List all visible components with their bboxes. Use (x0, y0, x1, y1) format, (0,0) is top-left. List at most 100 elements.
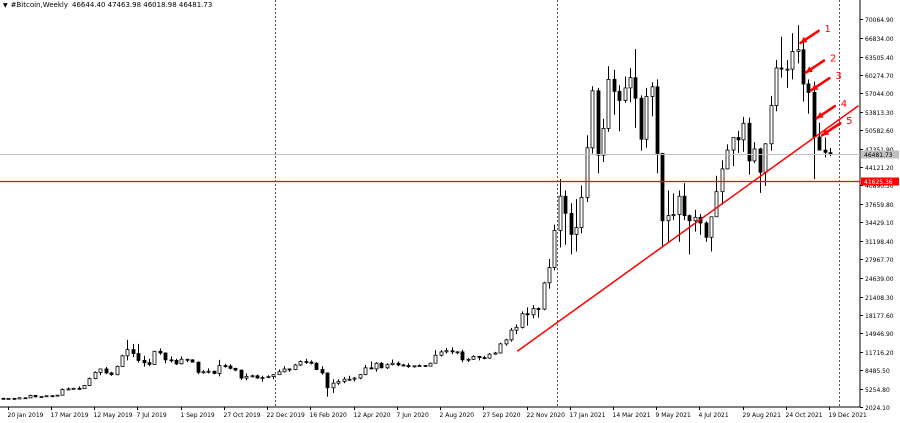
x-tick-label: 7 Jun 2020 (397, 412, 429, 419)
bear-candle (823, 149, 828, 153)
y-tick-label: 8485.50 (865, 368, 890, 375)
bear-candle (779, 67, 784, 70)
y-tick-label: 34429.10 (865, 220, 894, 227)
annotation-label: 4 (841, 99, 847, 110)
bear-candle (655, 86, 660, 154)
bull-candle (644, 96, 649, 140)
x-tick-label: 14 Mar 2021 (613, 412, 651, 419)
bull-candle (574, 227, 579, 235)
bear-candle (196, 361, 201, 373)
bear-candle (817, 136, 822, 151)
bear-candle (812, 92, 817, 138)
bear-candle (33, 395, 38, 398)
bear-candle (406, 365, 411, 368)
bear-candle (104, 368, 109, 374)
y-tick-label: 14946.90 (865, 331, 894, 338)
bull-candle (87, 378, 92, 386)
bull-candle (98, 368, 103, 373)
x-tick-label: 22 Nov 2020 (527, 412, 566, 419)
chart-header: ▼ #Bitcoin,Weekly 46644.40 47463.98 46018.… (3, 1, 212, 9)
y-tick-label: 40890.50 (865, 183, 894, 190)
bull-candle (714, 191, 719, 218)
bear-candle (682, 195, 687, 217)
bull-candle (390, 362, 395, 366)
bear-candle (758, 148, 763, 173)
bull-candle (55, 394, 60, 397)
bear-candle (320, 369, 325, 374)
x-tick-label: 17 Jan 2021 (570, 412, 606, 419)
bear-candle (212, 370, 217, 374)
x-tick-label: 2 Aug 2020 (440, 412, 475, 419)
bear-candle (660, 153, 665, 222)
bull-candle (606, 78, 611, 129)
y-tick-label: 66834.00 (865, 36, 894, 43)
x-tick-label: 12 Apr 2020 (354, 412, 391, 419)
bull-candle (277, 371, 282, 376)
bull-candle (493, 352, 498, 355)
bear-candle (136, 353, 141, 361)
x-tick-label: 1 Sep 2019 (181, 412, 215, 419)
y-tick-label: 31198.40 (865, 239, 894, 246)
bull-candle (374, 362, 379, 370)
bull-candle (790, 51, 795, 70)
bull-candle (693, 216, 698, 222)
bear-candle (223, 365, 228, 367)
x-tick-label: 24 Oct 2021 (786, 412, 823, 419)
bear-candle (304, 361, 309, 363)
bull-candle (725, 149, 730, 170)
bull-candle (601, 128, 606, 156)
trendline[interactable] (516, 104, 859, 352)
bull-candle (298, 361, 303, 366)
bull-candle (666, 215, 671, 222)
bear-candle (163, 352, 168, 361)
bear-candle (190, 359, 195, 363)
bear-candle (806, 83, 811, 93)
bull-candle (466, 358, 471, 361)
bull-candle (179, 358, 184, 365)
bull-candle (93, 371, 98, 380)
bear-candle (482, 357, 487, 359)
ohlc-readout: 46644.40 47463.98 46018.98 46481.73 (72, 1, 213, 9)
bull-candle (650, 86, 655, 97)
bull-candle (250, 375, 255, 378)
bull-candle (487, 353, 492, 359)
bull-candle (201, 371, 206, 374)
x-tick-label: 20 Jan 2019 (8, 412, 44, 419)
bear-candle (596, 90, 601, 156)
bear-candle (239, 369, 244, 379)
bear-candle (142, 359, 147, 364)
bull-candle (785, 68, 790, 71)
current-price-tag (861, 150, 899, 159)
bull-candle (293, 364, 298, 370)
y-tick-label: 44121.20 (865, 165, 894, 172)
x-tick-label: 19 Dec 2021 (829, 412, 868, 419)
bear-candle (325, 372, 330, 389)
bull-candle (509, 329, 514, 341)
bull-candle (336, 381, 341, 384)
bull-candle (628, 77, 633, 89)
bull-candle (542, 282, 547, 310)
caret-down-icon[interactable]: ▼ (3, 2, 8, 9)
bear-candle (309, 361, 314, 364)
bull-candle (498, 343, 503, 354)
annotation-arrow-head (822, 129, 830, 136)
annotation-arrow-head (805, 66, 813, 73)
bull-candle (260, 377, 265, 379)
x-tick-label: 17 Mar 2019 (51, 412, 89, 419)
bull-candle (120, 355, 125, 367)
bull-candle (439, 351, 444, 356)
x-tick-label: 7 Jul 2019 (137, 412, 167, 419)
bull-candle (217, 365, 222, 374)
bear-candle (379, 362, 384, 369)
bear-candle (131, 349, 136, 354)
bull-candle (347, 378, 352, 381)
bear-candle (612, 78, 617, 92)
bear-candle (169, 359, 174, 362)
bull-candle (115, 365, 120, 376)
y-tick-label: 70064.90 (865, 17, 894, 24)
bear-candle (525, 313, 530, 316)
bull-candle (266, 376, 271, 379)
bear-candle (828, 152, 833, 155)
bull-candle (433, 354, 438, 364)
